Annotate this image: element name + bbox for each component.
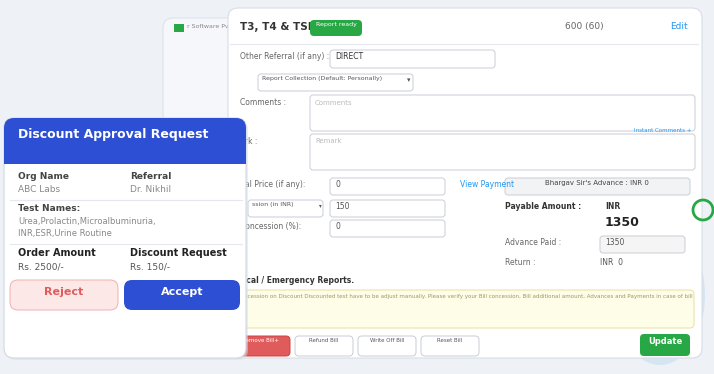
FancyBboxPatch shape	[330, 200, 445, 217]
Text: ark :: ark :	[240, 137, 257, 146]
FancyBboxPatch shape	[228, 8, 702, 358]
FancyBboxPatch shape	[310, 134, 695, 170]
Text: Urea,Prolactin,Microalbuminuria,: Urea,Prolactin,Microalbuminuria,	[18, 217, 156, 226]
Text: Update: Update	[648, 337, 682, 346]
FancyBboxPatch shape	[330, 50, 495, 68]
FancyBboxPatch shape	[4, 118, 246, 164]
Text: Remark: Remark	[315, 138, 341, 144]
Text: nal Price (if any):: nal Price (if any):	[240, 180, 306, 189]
Ellipse shape	[615, 225, 705, 365]
Text: INR: INR	[605, 202, 620, 211]
Text: Write Off Bill: Write Off Bill	[370, 338, 404, 343]
Text: Comments :: Comments :	[240, 98, 286, 107]
FancyBboxPatch shape	[295, 336, 353, 356]
FancyBboxPatch shape	[330, 220, 445, 237]
Text: ▾: ▾	[319, 203, 322, 208]
Text: Concession on Discount Discounted test have to be adjust manually. Please verify: Concession on Discount Discounted test h…	[237, 294, 693, 299]
Text: Referral: Referral	[130, 172, 171, 181]
Text: Report Collection (Default: Personally): Report Collection (Default: Personally)	[262, 76, 382, 81]
Text: Edit: Edit	[670, 22, 688, 31]
Bar	[4, 142, 246, 164]
Text: 0: 0	[335, 180, 340, 189]
FancyBboxPatch shape	[640, 334, 690, 356]
FancyBboxPatch shape	[310, 20, 362, 36]
Text: ABC Labs: ABC Labs	[18, 185, 60, 194]
Text: INR,ESR,Urine Routine: INR,ESR,Urine Routine	[18, 229, 112, 238]
FancyBboxPatch shape	[124, 280, 240, 310]
Text: Discount Request: Discount Request	[130, 248, 227, 258]
Text: Other Referral (if any) :: Other Referral (if any) :	[240, 52, 329, 61]
Text: ▾: ▾	[407, 77, 411, 83]
FancyBboxPatch shape	[600, 236, 685, 253]
Bar	[174, 24, 184, 32]
FancyBboxPatch shape	[330, 178, 445, 195]
Text: Payable Amount :: Payable Amount :	[505, 202, 581, 211]
Text: Reset Bill: Reset Bill	[438, 338, 463, 343]
Text: Org Name: Org Name	[18, 172, 69, 181]
Text: 1350: 1350	[605, 238, 624, 247]
Text: Advance Paid :: Advance Paid :	[505, 238, 561, 247]
Text: Bhargav Sir's Advance : INR 0: Bhargav Sir's Advance : INR 0	[545, 180, 649, 186]
FancyBboxPatch shape	[4, 118, 246, 358]
FancyBboxPatch shape	[505, 178, 690, 195]
Text: DIRECT: DIRECT	[335, 52, 363, 61]
Text: 600 (60): 600 (60)	[565, 22, 603, 31]
Text: Refund Bill: Refund Bill	[309, 338, 338, 343]
Text: Report ready: Report ready	[316, 22, 356, 27]
Text: Order Amount: Order Amount	[18, 248, 96, 258]
FancyBboxPatch shape	[248, 200, 323, 217]
Text: T3, T4 & TSH: T3, T4 & TSH	[240, 22, 316, 32]
Text: Instant Comments +: Instant Comments +	[633, 128, 691, 133]
FancyBboxPatch shape	[310, 95, 695, 131]
Text: Test Names:: Test Names:	[18, 204, 80, 213]
Text: Return :: Return :	[505, 258, 536, 267]
Text: 0: 0	[335, 222, 340, 231]
Text: Reject: Reject	[44, 287, 84, 297]
Text: Rs. 2500/-: Rs. 2500/-	[18, 262, 64, 271]
Text: View Payment: View Payment	[460, 180, 514, 189]
Text: 150: 150	[335, 202, 349, 211]
FancyBboxPatch shape	[421, 336, 479, 356]
Text: Accept: Accept	[161, 287, 203, 297]
Text: Rs. 150/-: Rs. 150/-	[130, 262, 170, 271]
FancyBboxPatch shape	[232, 336, 290, 356]
Text: Remove Bill+: Remove Bill+	[243, 338, 279, 343]
Text: Dr. Nikhil: Dr. Nikhil	[130, 185, 171, 194]
FancyBboxPatch shape	[6, 120, 248, 360]
Text: r Software Pvt. Ltd.: r Software Pvt. Ltd.	[187, 24, 247, 29]
Text: Discount Approval Request: Discount Approval Request	[18, 128, 208, 141]
FancyBboxPatch shape	[163, 18, 673, 346]
Text: Comments: Comments	[315, 100, 353, 106]
FancyBboxPatch shape	[258, 74, 413, 91]
FancyBboxPatch shape	[232, 290, 694, 328]
FancyBboxPatch shape	[10, 280, 118, 310]
Text: 1350: 1350	[605, 216, 640, 229]
Text: Concession (%):: Concession (%):	[240, 222, 301, 231]
Text: INR  0: INR 0	[600, 258, 623, 267]
Text: tical / Emergency Reports.: tical / Emergency Reports.	[240, 276, 354, 285]
FancyBboxPatch shape	[358, 336, 416, 356]
Text: ssion (in INR): ssion (in INR)	[252, 202, 293, 207]
